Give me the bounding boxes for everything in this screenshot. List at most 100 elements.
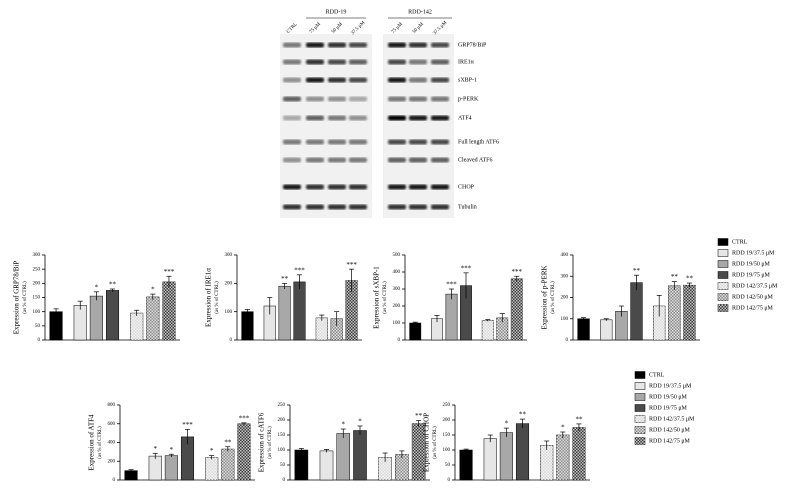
- bar: [577, 318, 590, 341]
- y-tick-label: 400: [393, 270, 401, 275]
- band: [306, 96, 324, 102]
- y-tick-label: 250: [443, 403, 451, 408]
- band: [283, 157, 301, 163]
- bar: [630, 282, 643, 341]
- y-tick-label: 400: [108, 441, 116, 446]
- band: [349, 115, 367, 121]
- band: [388, 96, 406, 102]
- bar: [148, 455, 162, 481]
- band: [328, 204, 346, 210]
- band: [409, 96, 427, 102]
- bar: [319, 450, 334, 481]
- y-tick-label: 600: [108, 422, 116, 427]
- band: [409, 77, 427, 83]
- bar: [336, 433, 351, 481]
- y-axis-unit: (as % of CTRL): [215, 281, 220, 314]
- band: [306, 59, 324, 65]
- y-axis-label: Expression of cATF6: [258, 412, 266, 472]
- bar: [515, 423, 530, 481]
- band: [283, 139, 301, 145]
- band: [409, 42, 427, 48]
- band: [349, 42, 367, 48]
- band: [283, 42, 301, 48]
- band: [283, 184, 301, 190]
- band: [328, 184, 346, 190]
- chart: 0 100 200 300 Expression of IRE1α (as % of CT…: [205, 253, 362, 343]
- y-tick-label: 200: [225, 281, 233, 286]
- band: [306, 184, 324, 190]
- significance: *: [505, 420, 509, 428]
- y-tick-label: 150: [278, 433, 286, 438]
- y-tick-label: 150: [33, 296, 41, 301]
- significance: *: [154, 445, 158, 453]
- lane-label: 50 μM: [412, 22, 425, 35]
- legend-swatch: [717, 238, 729, 246]
- band: [409, 184, 427, 190]
- band: [388, 42, 406, 48]
- band: [283, 59, 301, 65]
- bar-hatch: [205, 457, 218, 480]
- bar-hatch: [130, 313, 143, 340]
- lane-label: 37.5 μM: [351, 20, 367, 36]
- y-tick-label: 50: [445, 463, 451, 468]
- legend-label: RDD 142/37.5 μM: [732, 283, 778, 289]
- lane-label: 50 μM: [331, 22, 344, 35]
- legend-label: RDD 142/75 μM: [732, 305, 774, 311]
- bar: [445, 293, 458, 341]
- bar: [73, 305, 87, 341]
- band: [409, 59, 427, 65]
- legend-hatch: [635, 415, 645, 423]
- bar-hatch: [683, 285, 696, 340]
- band: [388, 59, 406, 65]
- significance: **: [224, 438, 232, 446]
- band: [306, 77, 324, 83]
- band: [431, 96, 449, 102]
- bar-hatch: [146, 296, 160, 340]
- band: [328, 157, 346, 163]
- y-tick-label: 0: [398, 338, 401, 343]
- significance: *: [561, 424, 565, 432]
- bar-hatch: [345, 280, 358, 340]
- bar-hatch: [316, 317, 328, 340]
- row-label: p-PERK: [458, 96, 479, 102]
- legend-label: RDD 142/50 μM: [732, 294, 774, 300]
- bar: [49, 311, 63, 341]
- y-axis-unit: (as % of CTRL): [433, 426, 438, 459]
- bar: [89, 295, 103, 341]
- lane-label: CTRL: [286, 22, 299, 35]
- row-label: Full length ATF6: [458, 139, 499, 145]
- bar-hatch: [496, 317, 508, 340]
- legend-label: CTRL: [732, 239, 748, 245]
- bar-hatch: [378, 457, 392, 480]
- band: [306, 115, 324, 121]
- band: [349, 204, 367, 210]
- significance: ***: [294, 266, 305, 274]
- y-tick-label: 200: [393, 304, 401, 309]
- y-tick-label: 0: [448, 478, 451, 483]
- significance: **: [109, 281, 117, 289]
- band: [388, 184, 406, 190]
- legend-label: RDD 19/75 μM: [649, 405, 688, 411]
- band: [349, 77, 367, 83]
- legend-hatch: [718, 293, 728, 301]
- row-label: Tubulin: [458, 204, 477, 210]
- significance: *: [342, 421, 346, 429]
- band: [349, 139, 367, 145]
- legend-label: RDD 19/37.5 μM: [649, 383, 692, 389]
- legend-label: RDD 19/50 μM: [649, 394, 688, 400]
- band: [431, 77, 449, 83]
- band: [409, 139, 427, 145]
- row-label: CHOP: [458, 184, 475, 190]
- significance: **: [575, 416, 583, 424]
- y-tick-label: 250: [278, 403, 286, 408]
- row-label: Cleaved ATF6: [458, 157, 493, 163]
- bar: [278, 285, 291, 341]
- bar-hatch: [221, 449, 235, 480]
- bar: [105, 290, 120, 341]
- band: [431, 42, 449, 48]
- chart: 0 200 400 600 800 Expression of ATF4 (as % of …: [88, 403, 255, 483]
- legend-label: RDD 142/37.5 μM: [649, 416, 695, 422]
- bar-hatch: [237, 423, 251, 480]
- band: [328, 96, 346, 102]
- y-tick-label: 0: [566, 338, 569, 343]
